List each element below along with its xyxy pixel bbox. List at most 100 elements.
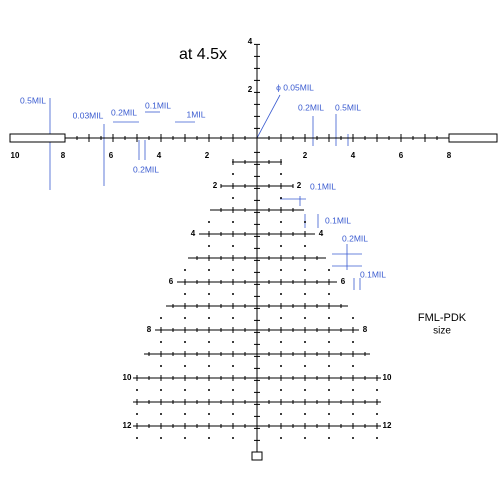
dot bbox=[304, 245, 306, 247]
annotation: 0.2MIL bbox=[133, 164, 159, 174]
dot bbox=[280, 245, 282, 247]
reticle-note: size bbox=[433, 326, 451, 337]
tree-label: 10 bbox=[123, 373, 132, 382]
dot bbox=[328, 293, 330, 295]
dot bbox=[160, 341, 162, 343]
dot bbox=[280, 293, 282, 295]
annotation: 0.5MIL bbox=[335, 102, 361, 112]
tree-label: 4 bbox=[191, 229, 196, 238]
dot bbox=[208, 437, 210, 439]
dot bbox=[160, 413, 162, 415]
reticle-name: FML-PDK bbox=[418, 312, 467, 324]
dot bbox=[376, 437, 378, 439]
dot bbox=[304, 365, 306, 367]
dot bbox=[376, 389, 378, 391]
tree-label: 8 bbox=[363, 325, 368, 334]
dot bbox=[208, 221, 210, 223]
right-post bbox=[448, 133, 498, 143]
dot bbox=[304, 269, 306, 271]
dot bbox=[304, 341, 306, 343]
dot bbox=[328, 341, 330, 343]
dot bbox=[304, 293, 306, 295]
scale-label: 4 bbox=[157, 151, 162, 160]
annotation-lines bbox=[49, 94, 362, 290]
title: at 4.5x bbox=[179, 46, 227, 63]
dot bbox=[280, 173, 282, 175]
annotation: 0.1MIL bbox=[145, 100, 171, 110]
dot bbox=[232, 221, 234, 223]
dot bbox=[232, 269, 234, 271]
dot bbox=[208, 341, 210, 343]
dot bbox=[328, 437, 330, 439]
dot bbox=[136, 389, 138, 391]
scale-label: 10 bbox=[11, 151, 20, 160]
dot bbox=[304, 221, 306, 223]
dot bbox=[280, 221, 282, 223]
scale-label: 2 bbox=[248, 85, 253, 94]
dot bbox=[352, 317, 354, 319]
annotation: 1MIL bbox=[187, 109, 206, 119]
tree-label: 2 bbox=[213, 181, 218, 190]
scale-label: 2 bbox=[205, 151, 210, 160]
tree-label: 10 bbox=[383, 373, 392, 382]
dot bbox=[280, 197, 282, 199]
scale-label: 4 bbox=[248, 37, 253, 46]
annotation: 0.1MIL bbox=[360, 269, 386, 279]
dot bbox=[160, 317, 162, 319]
dot bbox=[352, 389, 354, 391]
tree-label: 12 bbox=[383, 421, 392, 430]
dot bbox=[232, 317, 234, 319]
dot bbox=[160, 365, 162, 367]
dot bbox=[352, 365, 354, 367]
dot bbox=[208, 365, 210, 367]
dot bbox=[208, 389, 210, 391]
dot bbox=[160, 389, 162, 391]
dot bbox=[280, 341, 282, 343]
dot bbox=[328, 389, 330, 391]
tree-label: 6 bbox=[169, 277, 174, 286]
dot bbox=[352, 437, 354, 439]
dot bbox=[160, 437, 162, 439]
bottom-post bbox=[251, 451, 263, 461]
tree-label: 8 bbox=[147, 325, 152, 334]
dot bbox=[328, 365, 330, 367]
scale-label: 4 bbox=[351, 151, 356, 160]
dot bbox=[280, 365, 282, 367]
dot bbox=[184, 293, 186, 295]
tree-label: 2 bbox=[297, 181, 302, 190]
dot bbox=[352, 341, 354, 343]
dot bbox=[208, 245, 210, 247]
left-post bbox=[9, 133, 66, 143]
dot bbox=[280, 437, 282, 439]
dot bbox=[328, 413, 330, 415]
annotation: 0.2MIL bbox=[111, 107, 137, 117]
tree-label: 6 bbox=[341, 277, 346, 286]
dot bbox=[232, 197, 234, 199]
scale-label: 6 bbox=[399, 151, 404, 160]
dot bbox=[280, 317, 282, 319]
annotation: 0.03MIL bbox=[73, 110, 104, 120]
dot bbox=[376, 413, 378, 415]
annotation: 0.5MIL bbox=[20, 95, 46, 105]
tree-label: 4 bbox=[319, 229, 324, 238]
scale-label: 2 bbox=[303, 151, 308, 160]
dot bbox=[184, 317, 186, 319]
dot bbox=[232, 341, 234, 343]
annotation: 0.2MIL bbox=[342, 233, 368, 243]
dot bbox=[208, 317, 210, 319]
dot bbox=[280, 389, 282, 391]
annotation: 0.1MIL bbox=[325, 215, 351, 225]
dot bbox=[304, 413, 306, 415]
dot bbox=[280, 413, 282, 415]
dot bbox=[136, 413, 138, 415]
dot bbox=[304, 437, 306, 439]
dot bbox=[208, 293, 210, 295]
dot bbox=[232, 293, 234, 295]
dot bbox=[136, 437, 138, 439]
tree-label: 12 bbox=[123, 421, 132, 430]
dot bbox=[232, 413, 234, 415]
dot bbox=[208, 269, 210, 271]
dot bbox=[232, 173, 234, 175]
annotation: 0.1MIL bbox=[310, 181, 336, 191]
